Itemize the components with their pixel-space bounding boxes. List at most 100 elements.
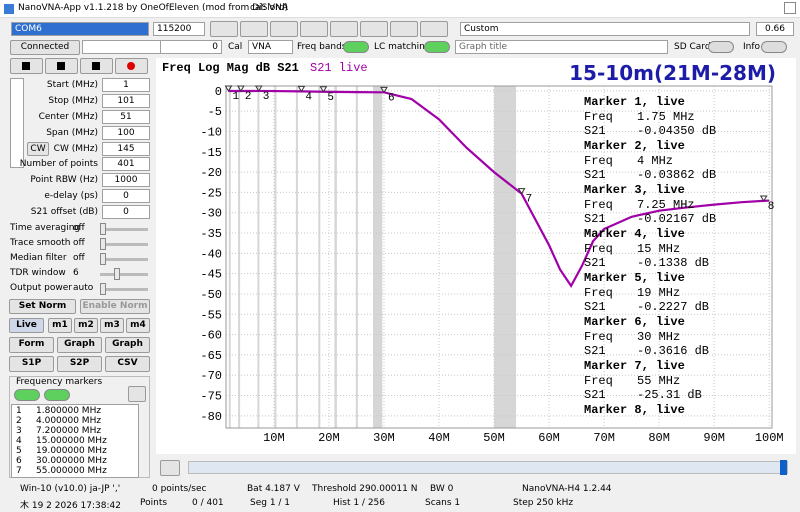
marker-index: 2 [16,416,22,426]
zoom-input[interactable]: 0.66 [756,22,794,36]
x-tick-label: 50M [483,431,505,445]
y-tick-label: -5 [208,105,222,119]
field-input[interactable]: 401 [102,157,150,171]
mode-button[interactable]: m3 [100,318,124,333]
freq-band [238,86,241,428]
marker-s21-label: S21 [584,256,606,270]
slider-track [100,258,148,261]
toggle[interactable] [14,389,40,401]
cw-button[interactable]: CW [27,142,49,156]
marker-label: 6 [388,92,395,104]
mode-button[interactable]: m4 [126,318,150,333]
tool-button[interactable] [240,21,268,37]
value-input[interactable]: 0 [160,40,222,54]
field-input[interactable]: 1 [102,78,150,92]
marker-freq: 7.200000 MHz [36,426,102,436]
tool-button[interactable] [330,21,358,37]
transport-icon [92,62,100,70]
baud-select[interactable]: 115200 [153,22,205,36]
close[interactable] [784,2,796,14]
field-label: e-delay (ps) [44,191,98,201]
field-input[interactable]: 0 [102,205,150,219]
chart: 0 -5 -10 -15 -20 -25 -30 -35 -40 -45 -50 -55 -60 -65 -… [156,58,796,454]
slider-state: 6 [73,268,79,278]
preset-select[interactable]: Custom [460,22,750,36]
x-tick-label: 100M [755,431,784,445]
file-button[interactable]: Graph [105,337,150,353]
field-input[interactable]: 145 [102,142,150,156]
mode-button[interactable]: m2 [74,318,98,333]
slider-thumb[interactable] [100,283,106,295]
status-text: BW 0 [430,484,454,494]
toggle[interactable] [708,41,734,53]
tool-button[interactable] [390,21,418,37]
transport-icon [57,62,65,70]
field-input[interactable]: 101 [102,94,150,108]
marker-point [236,85,245,93]
x-tick-label: 20M [318,431,340,445]
file-button[interactable]: S2P [57,356,102,372]
y-tick-label: -50 [200,288,222,302]
connect-button[interactable]: Connected [10,40,80,55]
status-text: Scans 1 [425,498,461,508]
marker-index: 3 [16,426,22,436]
tool-button[interactable] [300,21,328,37]
marker-freq-label: Freq [584,242,613,256]
tool-button[interactable] [210,21,238,37]
status-text: Bat 4.187 V [247,484,300,494]
trash-button[interactable] [128,386,146,402]
tool-button[interactable] [420,21,448,37]
trash-button[interactable] [160,460,180,476]
y-tick-label: 0 [215,85,222,99]
status-text: Hist 1 / 256 [333,498,386,508]
x-tick-label: 10M [263,431,285,445]
toggle[interactable] [343,41,369,53]
marker-freq-label: Freq [584,198,613,212]
cal-select[interactable]: VNA [248,40,293,54]
field-label: Center (MHz) [38,112,98,122]
field-input[interactable]: 1000 [102,173,150,187]
slider-thumb[interactable] [114,268,120,280]
tool-button[interactable] [270,21,298,37]
mode-button[interactable]: m1 [48,318,72,333]
marker-index: 7 [16,466,22,476]
marker-s21: -0.1338 dB [637,256,709,270]
toggle[interactable] [761,41,787,53]
field-input[interactable]: 51 [102,110,150,124]
enable-norm[interactable]: Enable Norm [80,299,150,314]
port-select[interactable]: COM6 [11,22,149,36]
mode-button[interactable]: Live [9,318,44,333]
status-text: Seg 1 / 1 [250,498,291,508]
file-button[interactable]: Form [9,337,54,353]
x-tick-label: 40M [428,431,450,445]
x-tick-label: 80M [648,431,670,445]
marker-s21: -0.02167 dB [637,212,716,226]
tool-button[interactable] [360,21,388,37]
field-label: Point RBW (Hz) [30,175,98,185]
legend-entry: S21 live [310,61,368,75]
y-tick-label: -75 [200,390,222,404]
marker-freq-label: Freq [584,286,613,300]
x-tick-label: 70M [593,431,615,445]
slider-thumb[interactable] [100,223,106,235]
graph-title-input[interactable]: Graph title [455,40,668,54]
field-label: Span (MHz) [46,128,98,138]
toggle[interactable] [44,389,70,401]
slider-state: auto [73,283,94,293]
y-tick-label: -15 [200,146,222,160]
file-button[interactable]: Graph [57,337,102,353]
field-input[interactable]: 100 [102,126,150,140]
marker-freq: 15.000000 MHz [36,436,107,446]
y-tick-label: -25 [200,186,222,200]
title-bar [0,0,800,18]
slider-thumb[interactable] [100,238,106,250]
marker-name: Marker 6, live [584,315,685,329]
status-text: Win-10 (v10.0) ja-JP ',' [20,484,121,494]
field-input[interactable]: 0 [102,189,150,203]
slider-thumb[interactable] [100,253,106,265]
file-button[interactable]: CSV [105,356,150,372]
file-button[interactable]: S1P [9,356,54,372]
slider-state: off [73,238,85,248]
set-norm[interactable]: Set Norm [9,299,76,314]
toggle[interactable] [424,41,450,53]
